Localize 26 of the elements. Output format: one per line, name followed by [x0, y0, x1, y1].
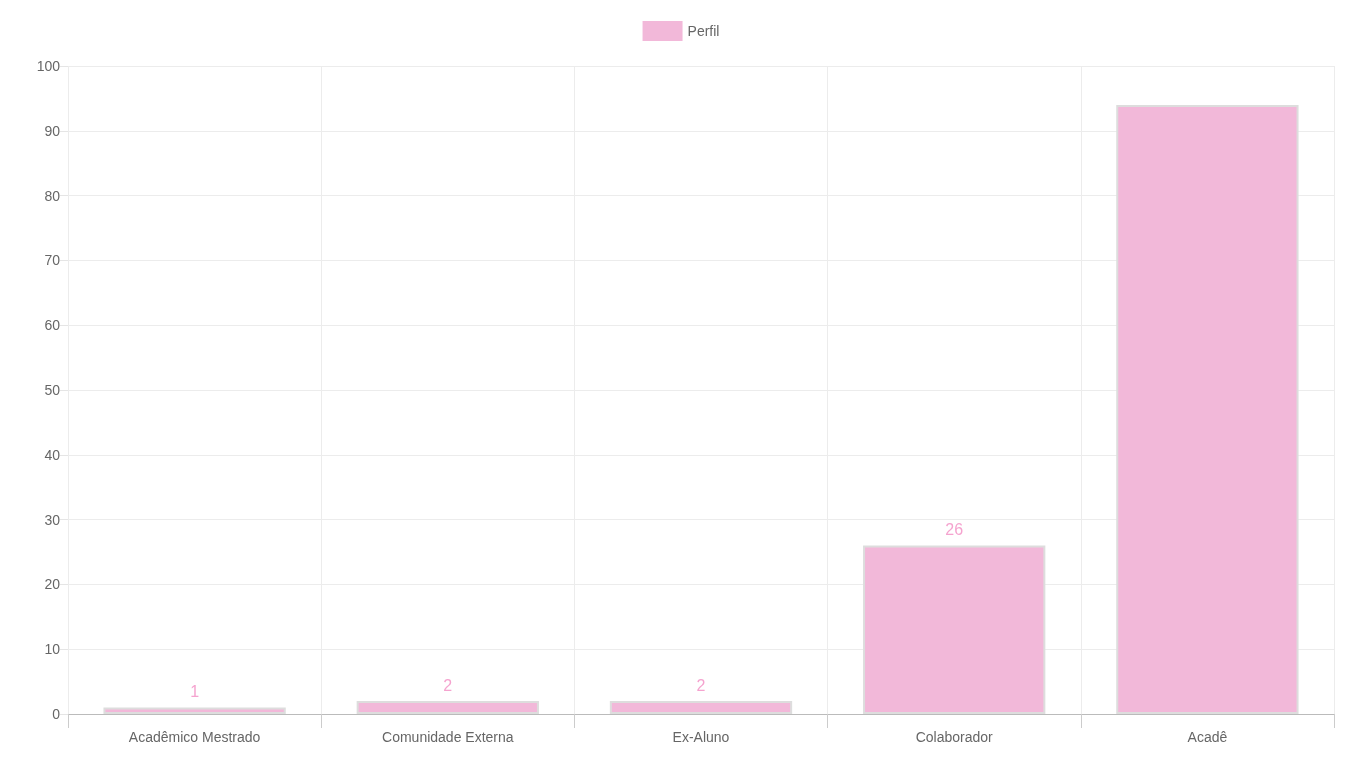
data-label: 2 — [443, 676, 453, 694]
x-tick-label: Acadêmico Mestrado — [128, 729, 261, 745]
y-tick-label: 40 — [44, 446, 61, 463]
bar — [609, 701, 793, 714]
data-label: 26 — [945, 521, 964, 539]
bar — [103, 707, 286, 714]
bar — [863, 545, 1046, 714]
x-tick-label: Comunidade Externa — [382, 729, 514, 745]
data-label: 1 — [190, 683, 200, 701]
y-tick-label: 20 — [44, 576, 61, 593]
y-tick-label: 50 — [44, 382, 61, 398]
data-label: 2 — [696, 676, 706, 694]
y-tick-label: 0 — [52, 706, 61, 722]
y-tick-label: 100 — [36, 58, 61, 74]
x-tick-label: Ex-Aluno — [672, 729, 730, 745]
y-tick-label: 80 — [44, 187, 61, 204]
bar — [356, 701, 539, 714]
y-tick-label: 10 — [44, 641, 61, 658]
y-tick-label: 90 — [44, 122, 61, 139]
x-tick-label: Acadê — [1187, 729, 1228, 745]
y-tick-label: 30 — [44, 511, 61, 528]
y-tick-label: 60 — [44, 317, 61, 334]
x-tick-label: Colaborador — [915, 729, 994, 745]
legend-label: Perfil — [687, 23, 720, 39]
y-tick-label: 70 — [44, 252, 61, 269]
bar — [1116, 104, 1299, 714]
